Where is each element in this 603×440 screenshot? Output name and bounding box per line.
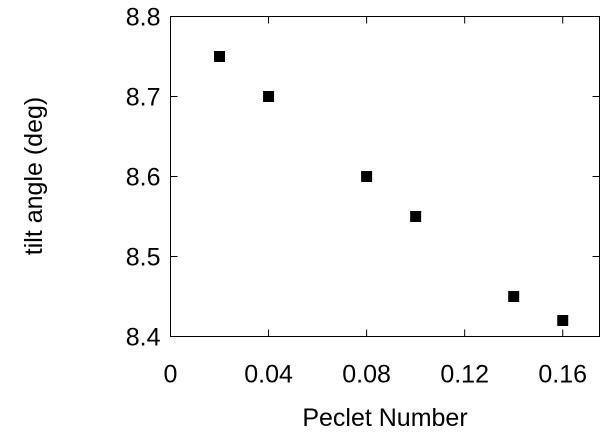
data-point xyxy=(361,171,373,182)
y-tick-label: 8.8 xyxy=(126,4,161,32)
data-point xyxy=(263,91,275,102)
y-axis-ticks: 8.4 8.5 8.6 8.7 8.8 xyxy=(126,4,600,352)
x-tick-label: 0 xyxy=(164,361,178,389)
data-points xyxy=(214,51,569,326)
plot-frame xyxy=(170,16,600,337)
x-tick-label: 0.12 xyxy=(440,361,489,389)
y-tick-label: 8.4 xyxy=(126,324,161,352)
x-tick-label: 0.08 xyxy=(342,361,391,389)
data-point xyxy=(214,51,226,62)
x-axis-ticks: 0 0.04 0.08 0.12 0.16 xyxy=(164,16,587,389)
y-tick-label: 8.5 xyxy=(126,244,161,272)
y-tick-label: 8.7 xyxy=(126,84,161,112)
x-axis-label: Peclet Number xyxy=(302,404,467,432)
x-tick-label: 0.04 xyxy=(244,361,293,389)
x-tick-label: 0.16 xyxy=(538,361,587,389)
y-tick-label: 8.6 xyxy=(126,164,161,192)
data-point xyxy=(557,315,569,326)
y-axis-label: tilt angle (deg) xyxy=(20,97,48,255)
data-point xyxy=(410,211,422,222)
data-point xyxy=(508,291,520,302)
